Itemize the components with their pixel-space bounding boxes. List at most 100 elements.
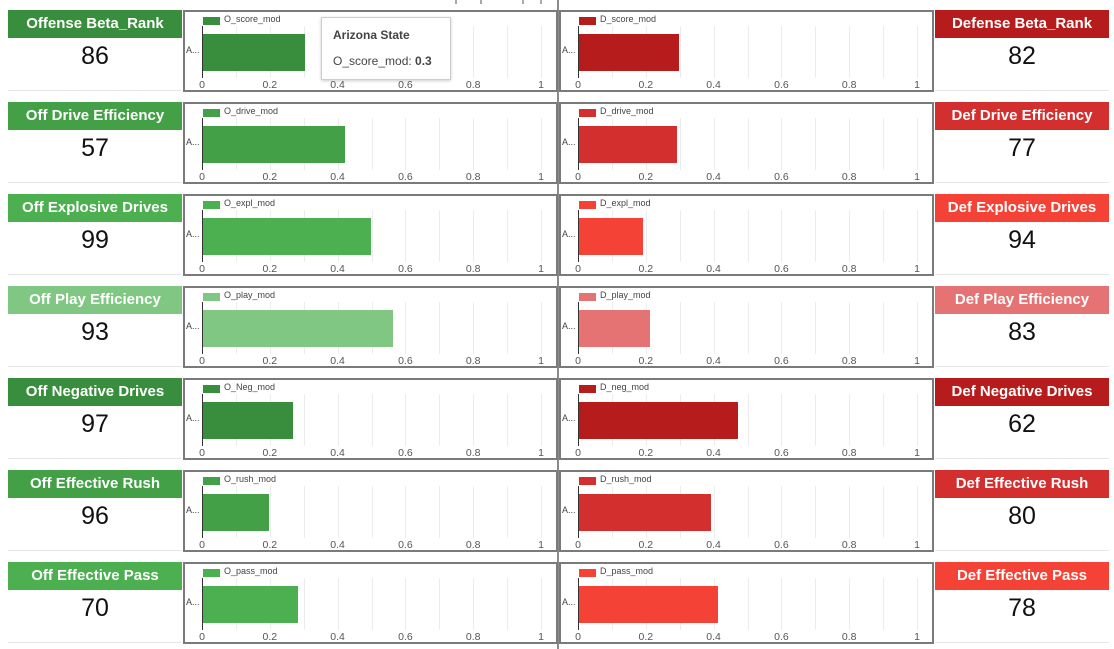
off-chart[interactable]: O_expl_mod A... 0 0.2 0.4 0.6 0.8 1 bbox=[183, 194, 558, 276]
off-bar[interactable] bbox=[203, 494, 270, 531]
gridline bbox=[645, 210, 647, 262]
def-bar[interactable] bbox=[579, 310, 651, 347]
x-tick-label: 0 bbox=[199, 79, 205, 91]
offense-metric-header: Off Negative Drives bbox=[8, 378, 182, 406]
gridline bbox=[337, 394, 339, 446]
gridline bbox=[405, 118, 407, 170]
gridline bbox=[507, 210, 509, 262]
def-chart[interactable]: D_play_mod A... 0 0.2 0.4 0.6 0.8 1 bbox=[559, 286, 934, 368]
x-tick-label: 0 bbox=[199, 355, 205, 367]
category-label: A... bbox=[562, 45, 576, 55]
x-tick-label: 0.2 bbox=[262, 447, 278, 459]
x-tick-label: 1 bbox=[538, 79, 544, 91]
gridline bbox=[541, 210, 542, 262]
offense-metric-header: Off Drive Efficiency bbox=[8, 102, 182, 130]
def-chart[interactable]: D_score_mod A... 0 0.2 0.4 0.6 0.8 1 bbox=[559, 10, 934, 92]
legend-label: O_Neg_mod bbox=[224, 382, 276, 392]
def-chart[interactable]: D_rush_mod A... 0 0.2 0.4 0.6 0.8 1 bbox=[559, 470, 934, 552]
gridline bbox=[815, 578, 817, 630]
gridline bbox=[303, 486, 305, 538]
gridline bbox=[917, 486, 918, 538]
x-tick-label: 0.6 bbox=[398, 447, 413, 459]
legend-swatch bbox=[203, 17, 220, 25]
legend-label: O_pass_mod bbox=[224, 566, 278, 576]
defense-metric-header: Def Effective Rush bbox=[935, 470, 1109, 498]
off-bar[interactable] bbox=[203, 586, 298, 623]
x-tick-label: 0.8 bbox=[465, 447, 481, 459]
def-bar[interactable] bbox=[579, 218, 644, 255]
row-separator bbox=[8, 274, 182, 275]
off-chart[interactable]: O_pass_mod A... 0 0.2 0.4 0.6 0.8 1 bbox=[183, 562, 558, 644]
defense-metric-header: Def Explosive Drives bbox=[935, 194, 1109, 222]
x-tick-label: 0.4 bbox=[706, 631, 721, 643]
gridline bbox=[541, 394, 542, 446]
off-chart[interactable]: O_drive_mod A... 0 0.2 0.4 0.6 0.8 1 bbox=[183, 102, 558, 184]
defense-metric-header: Def Play Efficiency bbox=[935, 286, 1109, 314]
gridline bbox=[849, 578, 851, 630]
legend-label: D_rush_mod bbox=[600, 474, 652, 484]
off-chart[interactable]: O_Neg_mod A... 0 0.2 0.4 0.6 0.8 1 bbox=[183, 378, 558, 460]
x-tick-label: 1 bbox=[914, 631, 920, 643]
y-axis-line bbox=[202, 118, 203, 170]
gridline bbox=[747, 26, 749, 78]
x-tick-label: 0.2 bbox=[262, 539, 278, 551]
x-tick-label: 0.6 bbox=[774, 263, 789, 275]
def-chart[interactable]: D_pass_mod A... 0 0.2 0.4 0.6 0.8 1 bbox=[559, 562, 934, 644]
row-separator bbox=[935, 458, 1109, 459]
def-bar[interactable] bbox=[579, 586, 718, 623]
defense-metric-value: 78 bbox=[1008, 594, 1036, 622]
legend-swatch bbox=[203, 293, 220, 301]
gridline bbox=[473, 302, 475, 354]
legend-label: O_play_mod bbox=[224, 290, 276, 300]
def-chart[interactable]: D_expl_mod A... 0 0.2 0.4 0.6 0.8 1 bbox=[559, 194, 934, 276]
row-separator bbox=[8, 458, 182, 459]
x-tick-label: 0.8 bbox=[841, 355, 857, 367]
gridline bbox=[371, 118, 373, 170]
x-tick-label: 0.2 bbox=[638, 171, 654, 183]
gridline bbox=[371, 486, 373, 538]
gridline bbox=[781, 210, 783, 262]
x-tick-label: 0.2 bbox=[262, 355, 278, 367]
def-chart[interactable]: D_neg_mod A... 0 0.2 0.4 0.6 0.8 1 bbox=[559, 378, 934, 460]
gridline bbox=[713, 302, 715, 354]
x-tick-label: 0 bbox=[199, 447, 205, 459]
off-bar[interactable] bbox=[203, 34, 305, 71]
off-bar[interactable] bbox=[203, 310, 393, 347]
offense-metric-value: 86 bbox=[81, 42, 109, 70]
legend-swatch bbox=[579, 201, 596, 209]
legend-label: D_drive_mod bbox=[600, 106, 654, 116]
x-tick-label: 0.2 bbox=[262, 171, 278, 183]
def-bar[interactable] bbox=[579, 402, 739, 439]
gridline bbox=[781, 26, 783, 78]
offense-metric-header: Off Explosive Drives bbox=[8, 194, 182, 222]
def-bar[interactable] bbox=[579, 126, 678, 163]
defense-metric-value: 80 bbox=[1008, 502, 1036, 530]
offense-metric-value: 70 bbox=[81, 594, 109, 622]
legend-swatch bbox=[203, 109, 220, 117]
x-tick-label: 1 bbox=[538, 631, 544, 643]
gridline bbox=[917, 394, 918, 446]
gridline bbox=[337, 578, 339, 630]
def-bar[interactable] bbox=[579, 34, 679, 71]
x-tick-label: 0.4 bbox=[330, 539, 345, 551]
chart-tooltip: Arizona State O_score_mod: 0.3 bbox=[321, 17, 451, 80]
def-chart[interactable]: D_drive_mod A... 0 0.2 0.4 0.6 0.8 1 bbox=[559, 102, 934, 184]
gridline bbox=[507, 578, 509, 630]
off-bar[interactable] bbox=[203, 402, 293, 439]
off-chart[interactable]: O_rush_mod A... 0 0.2 0.4 0.6 0.8 1 bbox=[183, 470, 558, 552]
offense-metric-value: 97 bbox=[81, 410, 109, 438]
off-chart[interactable]: O_play_mod A... 0 0.2 0.4 0.6 0.8 1 bbox=[183, 286, 558, 368]
x-tick-label: 0 bbox=[575, 631, 581, 643]
defense-metric-header: Def Drive Efficiency bbox=[935, 102, 1109, 130]
gridline bbox=[439, 394, 441, 446]
off-bar[interactable] bbox=[203, 218, 371, 255]
gridline bbox=[849, 486, 851, 538]
gridline bbox=[439, 118, 441, 170]
gridline bbox=[747, 394, 749, 446]
off-bar[interactable] bbox=[203, 126, 346, 163]
x-tick-label: 0 bbox=[199, 631, 205, 643]
gridline bbox=[507, 486, 509, 538]
gridline bbox=[815, 210, 817, 262]
x-tick-label: 0.8 bbox=[841, 631, 857, 643]
def-bar[interactable] bbox=[579, 494, 712, 531]
